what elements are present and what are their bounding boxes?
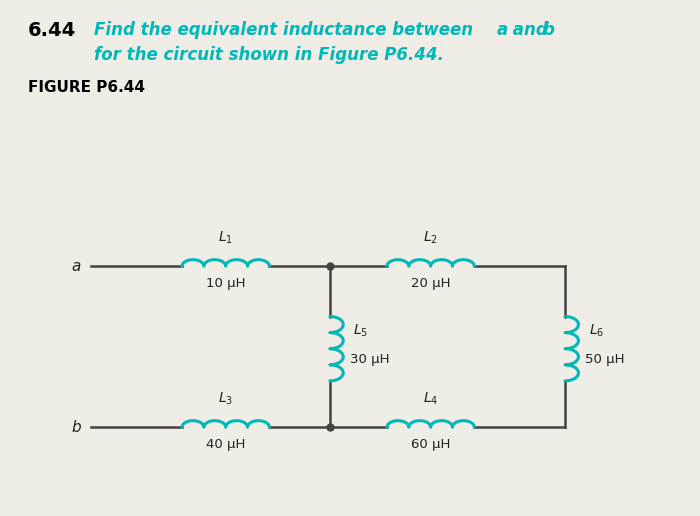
Text: 40 μH: 40 μH [206,438,246,451]
Text: a: a [72,259,81,273]
Text: $L_1$: $L_1$ [218,229,233,246]
Text: $L_5$: $L_5$ [354,322,368,338]
Text: a: a [497,21,508,39]
Text: 60 μH: 60 μH [411,438,450,451]
Text: FIGURE P6.44: FIGURE P6.44 [28,80,145,95]
Text: and: and [507,21,553,39]
Text: 10 μH: 10 μH [206,277,246,290]
Text: b: b [71,420,81,434]
Text: 30 μH: 30 μH [350,353,389,366]
Text: $L_3$: $L_3$ [218,390,233,407]
Text: Find the equivalent inductance between: Find the equivalent inductance between [94,21,480,39]
Text: $L_2$: $L_2$ [424,229,438,246]
Text: for the circuit shown in Figure P6.44.: for the circuit shown in Figure P6.44. [94,46,444,64]
Text: 50 μH: 50 μH [585,353,624,366]
Text: 20 μH: 20 μH [411,277,450,290]
Text: 6.44: 6.44 [28,21,76,40]
Text: $L_4$: $L_4$ [423,390,438,407]
Text: $L_6$: $L_6$ [589,322,604,338]
Text: b: b [542,21,554,39]
